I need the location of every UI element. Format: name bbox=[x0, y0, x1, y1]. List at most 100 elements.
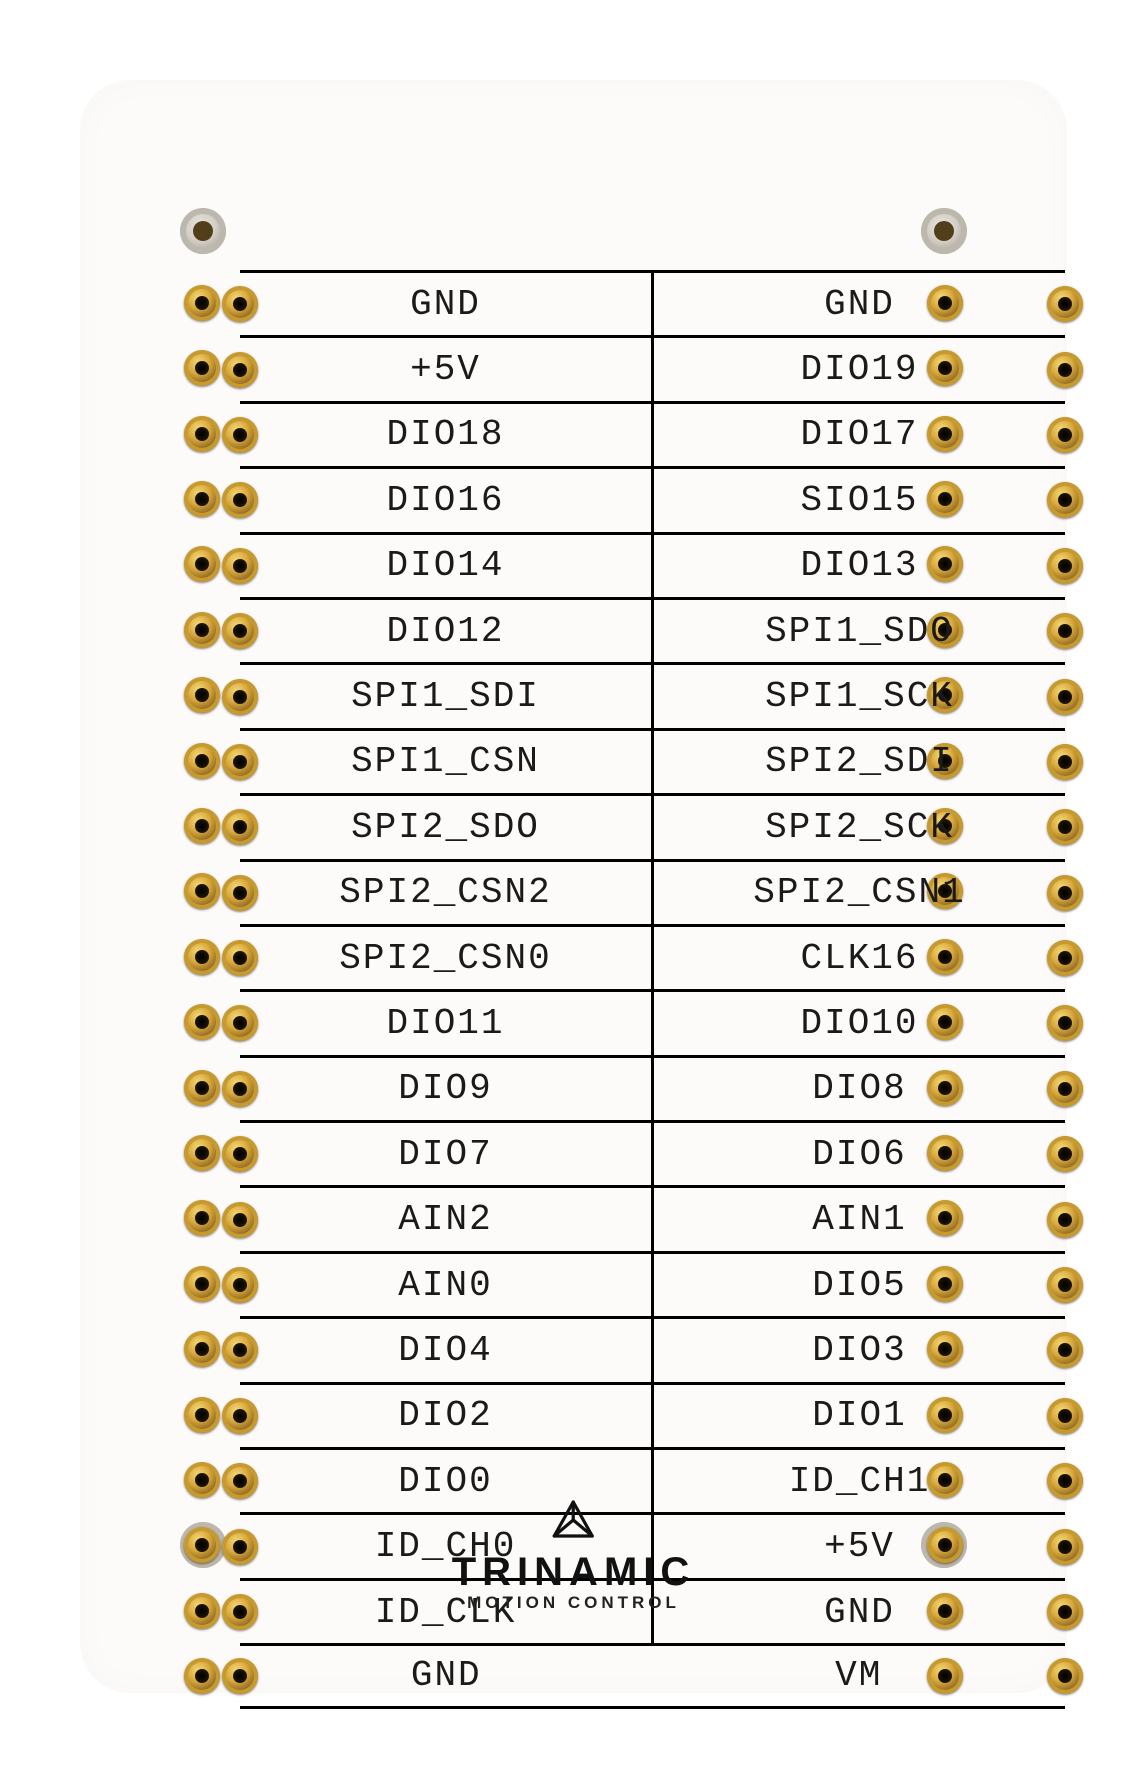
pin-label-left: SPI1_SDI bbox=[351, 676, 540, 717]
pin-pad-icon bbox=[1047, 679, 1083, 715]
pin-label-left: DIO11 bbox=[386, 1003, 504, 1044]
brand-block: TRINAMIC MOTION CONTROL bbox=[452, 1496, 696, 1613]
pin-cell-right: GND bbox=[654, 1581, 1065, 1643]
outer-pad-icon bbox=[184, 546, 220, 582]
outer-pad-icon bbox=[184, 808, 220, 844]
pin-pad-icon bbox=[1047, 417, 1083, 453]
pin-cell-left: DIO12 bbox=[240, 600, 654, 662]
pin-label-right: ID_CH1 bbox=[789, 1461, 931, 1502]
pin-row: SPI2_CSN2SPI2_CSN1 bbox=[240, 859, 1065, 924]
pin-cell-left: DIO18 bbox=[240, 404, 654, 466]
outer-pad-column-left bbox=[184, 270, 220, 1710]
pin-cell-left: DIO14 bbox=[240, 535, 654, 597]
pin-pad-icon bbox=[1047, 809, 1083, 845]
pin-pad-icon bbox=[222, 940, 258, 976]
outer-pad-icon bbox=[184, 416, 220, 452]
pin-row: +5V DIO19 bbox=[240, 335, 1065, 400]
pin-cell-right: DIO19 bbox=[654, 338, 1065, 400]
pin-pad-icon bbox=[1047, 1202, 1083, 1238]
pin-label-right: DIO19 bbox=[800, 349, 918, 390]
pin-label-left: SPI2_CSN0 bbox=[339, 938, 551, 979]
pin-cell-right: SPI2_SCK bbox=[654, 796, 1065, 858]
pin-pad-icon bbox=[222, 1267, 258, 1303]
pin-label-left: SPI2_CSN2 bbox=[339, 872, 551, 913]
pin-label-right: SPI2_SCK bbox=[765, 807, 954, 848]
pin-pad-icon bbox=[222, 482, 258, 518]
pin-cell-left: DIO7 bbox=[240, 1123, 654, 1185]
pin-pad-icon bbox=[222, 1463, 258, 1499]
pin-pad-icon bbox=[222, 352, 258, 388]
pcb-board: GNDGND+5VDIO19DIO18DIO17DIO16SIO15DIO14D… bbox=[80, 80, 1067, 1693]
pin-pad-icon bbox=[222, 417, 258, 453]
pin-label-right: CLK16 bbox=[800, 938, 918, 979]
pin-label-left: DIO18 bbox=[386, 414, 504, 455]
pin-pad-icon bbox=[1047, 1594, 1083, 1630]
outer-pad-icon bbox=[184, 1397, 220, 1433]
pin-row: SPI1_SDI SPI1_SCK bbox=[240, 662, 1065, 727]
pin-pad-icon bbox=[1047, 1463, 1083, 1499]
pin-pad-icon bbox=[222, 1202, 258, 1238]
outer-pad-icon bbox=[184, 873, 220, 909]
pin-cell-right: DIO8 bbox=[654, 1058, 1065, 1120]
pin-cell-right: SPI2_SDI bbox=[654, 731, 1065, 793]
pin-pad-icon bbox=[1047, 1529, 1083, 1565]
pin-pad-icon bbox=[1047, 744, 1083, 780]
pin-label-left: +5V bbox=[410, 349, 481, 390]
outer-pad-icon bbox=[184, 1658, 220, 1694]
pin-cell-right: SPI1_SCK bbox=[654, 665, 1065, 727]
outer-pad-icon bbox=[184, 1135, 220, 1171]
pin-pad-icon bbox=[222, 679, 258, 715]
pin-label-right: VM bbox=[835, 1655, 882, 1696]
pin-label-right: DIO8 bbox=[812, 1068, 906, 1109]
pin-cell-right: DIO6 bbox=[654, 1123, 1065, 1185]
pin-pad-icon bbox=[222, 286, 258, 322]
pin-cell-left: SPI2_CSN0 bbox=[240, 927, 654, 989]
pin-pad-icon bbox=[222, 809, 258, 845]
pin-row: DIO4DIO3 bbox=[240, 1316, 1065, 1381]
pin-label-left: GND bbox=[410, 284, 481, 325]
pin-cell-right: ID_CH1 bbox=[654, 1450, 1065, 1512]
pin-cell-right: GND bbox=[654, 273, 1065, 335]
pin-pad-icon bbox=[1047, 1398, 1083, 1434]
pin-label-left: SPI2_SDO bbox=[351, 807, 540, 848]
pin-label-right: SPI1_SCK bbox=[765, 676, 954, 717]
pin-cell-left: DIO2 bbox=[240, 1385, 654, 1447]
pin-label-left: SPI1_CSN bbox=[351, 741, 540, 782]
pin-row: DIO18 DIO17 bbox=[240, 401, 1065, 466]
outer-pad-icon bbox=[184, 1070, 220, 1106]
pin-table: GNDGND+5VDIO19DIO18DIO17DIO16SIO15DIO14D… bbox=[240, 270, 1065, 1710]
pin-pad-icon bbox=[222, 875, 258, 911]
pin-pad-icon bbox=[222, 548, 258, 584]
outer-pad-icon bbox=[184, 1593, 220, 1629]
pin-pad-icon bbox=[1047, 1071, 1083, 1107]
pin-cell-right: DIO10 bbox=[654, 992, 1065, 1054]
pin-row: GND GND bbox=[240, 270, 1065, 335]
pin-row: SPI1_CSN SPI2_SDI bbox=[240, 728, 1065, 793]
pin-cell-right: DIO17 bbox=[654, 404, 1065, 466]
pin-cell-left: GND bbox=[240, 1646, 653, 1705]
pin-cell-left: SPI1_CSN bbox=[240, 731, 654, 793]
pin-row: DIO9DIO8 bbox=[240, 1055, 1065, 1120]
pin-label-left: GND bbox=[411, 1655, 482, 1696]
pin-row: DIO12SPI1_SDO bbox=[240, 597, 1065, 662]
pin-cell-right: CLK16 bbox=[654, 927, 1065, 989]
pin-cell-right: DIO3 bbox=[654, 1319, 1065, 1381]
pin-pad-icon bbox=[222, 613, 258, 649]
pin-pad-icon bbox=[222, 1071, 258, 1107]
pin-label-right: DIO13 bbox=[800, 545, 918, 586]
pin-label-right: +5V bbox=[824, 1526, 895, 1567]
pin-label-right: AIN1 bbox=[812, 1199, 906, 1240]
pin-row: DIO14 DIO13 bbox=[240, 532, 1065, 597]
pin-pad-icon bbox=[1047, 1332, 1083, 1368]
brand-name: TRINAMIC bbox=[452, 1550, 696, 1595]
outer-pad-icon bbox=[184, 1527, 220, 1563]
pin-cell-right: AIN1 bbox=[654, 1188, 1065, 1250]
pin-label-right: DIO3 bbox=[812, 1330, 906, 1371]
pin-label-right: SIO15 bbox=[800, 480, 918, 521]
pin-label-right: GND bbox=[824, 1592, 895, 1633]
pin-cell-right: DIO13 bbox=[654, 535, 1065, 597]
brand-subtitle: MOTION CONTROL bbox=[452, 1593, 696, 1613]
pin-label-right: DIO5 bbox=[812, 1265, 906, 1306]
pin-label-right: SPI2_SDI bbox=[765, 741, 954, 782]
pin-pad-icon bbox=[1047, 1005, 1083, 1041]
